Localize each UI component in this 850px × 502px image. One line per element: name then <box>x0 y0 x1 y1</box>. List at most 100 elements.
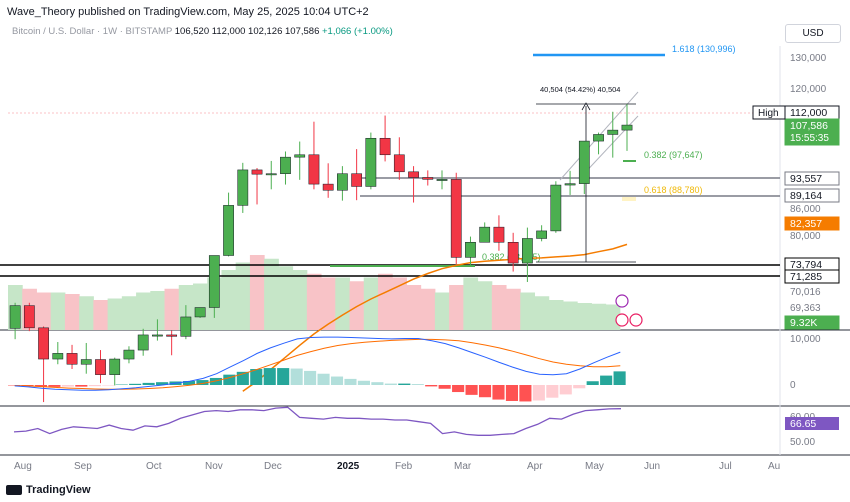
candle <box>337 166 348 201</box>
price-axis-label: 130,000 <box>790 53 827 64</box>
candle-body <box>152 334 163 337</box>
volume-bar <box>192 283 208 330</box>
high-value: 112,000 <box>211 26 246 37</box>
price-axis-label: 80,000 <box>790 231 821 242</box>
time-axis-label: Aug <box>14 461 32 472</box>
volume-bar <box>79 296 94 330</box>
price-axis-label: 69,363 <box>790 303 821 314</box>
candle <box>351 149 363 201</box>
candle-body <box>593 134 604 142</box>
time-axis-label: 2025 <box>337 461 360 472</box>
macd-histogram-bar <box>34 385 48 387</box>
volume-bar <box>420 288 436 330</box>
time-axis-label: Jul <box>719 461 732 472</box>
price-label-value: 89,164 <box>790 190 822 202</box>
candle <box>223 192 234 257</box>
macd-histogram-bar <box>75 385 88 387</box>
volume-bar <box>107 298 123 330</box>
candle <box>95 350 106 384</box>
macd-histogram-bar <box>519 385 532 402</box>
macd-line <box>14 336 621 391</box>
tradingview-logo-icon <box>6 485 22 495</box>
price-axis-label: 86,000 <box>790 204 821 215</box>
candle <box>9 302 21 340</box>
fib-label: 0.382 (97,647) <box>644 150 703 160</box>
candle-body <box>507 242 519 264</box>
volume-bar <box>377 273 393 330</box>
candle <box>550 181 562 233</box>
candle <box>80 342 92 374</box>
candle-body <box>123 349 135 360</box>
candle <box>450 172 462 265</box>
candle <box>23 302 35 332</box>
volume-bar <box>278 266 294 330</box>
symbol-legend: Bitcoin / U.S. Dollar · 1W · BITSTAMP 10… <box>12 26 393 37</box>
fib-label: 1.618 (130,996) <box>672 44 736 54</box>
volume-bar <box>249 255 265 330</box>
macd-histogram-bar <box>182 381 196 385</box>
volume-bar <box>93 300 109 330</box>
candle <box>621 104 633 151</box>
macd-histogram-bar <box>223 374 236 385</box>
macd-histogram-bar <box>546 385 559 398</box>
macd-histogram-bar <box>398 383 411 385</box>
time-axis-label: Mar <box>454 461 472 472</box>
time-axis-label: Apr <box>527 461 543 472</box>
macd-histogram-bar <box>357 380 370 385</box>
fib-zone <box>622 197 636 201</box>
macd-histogram-bar <box>88 385 101 387</box>
price-label-box <box>784 188 840 203</box>
candle-body <box>493 226 505 243</box>
close-value: 107,586 <box>285 26 320 37</box>
candle <box>294 141 306 180</box>
volume-bar <box>463 277 479 330</box>
rsi-value-box <box>785 417 839 430</box>
candle-body <box>550 184 562 232</box>
volume-bar <box>306 273 322 330</box>
macd-histogram-bar <box>452 385 465 393</box>
macd-histogram-bar <box>196 380 209 385</box>
candle <box>422 170 434 186</box>
candle <box>66 344 78 369</box>
earnings-icon <box>629 313 643 327</box>
volume-bar <box>449 285 464 330</box>
macd-histogram-bar <box>317 373 330 385</box>
measure-arrow <box>581 102 591 111</box>
candle-body <box>422 177 434 180</box>
macd-axis-label: 10,000 <box>790 334 821 345</box>
volume-bar <box>136 292 151 330</box>
rsi-line <box>13 406 622 436</box>
candle <box>180 305 192 340</box>
candle <box>208 255 220 318</box>
symbol-name: Bitcoin / U.S. Dollar · 1W · BITSTAMP <box>12 26 173 37</box>
macd-histogram-bar <box>532 385 545 401</box>
macd-histogram-bar <box>209 377 222 385</box>
fib-label: 0.618 (88,780) <box>644 185 703 195</box>
macd-histogram-bar <box>290 368 303 385</box>
time-axis-label: Feb <box>395 461 413 472</box>
candle <box>493 215 505 251</box>
volume-bar <box>392 277 407 330</box>
high-tag-label: High <box>758 108 779 119</box>
event-icon <box>615 294 629 308</box>
macd-histogram-bar <box>505 385 519 401</box>
currency-button[interactable]: USD <box>785 24 841 43</box>
price-label-value: 107,586 <box>790 120 828 132</box>
candle-body <box>251 169 263 175</box>
candle <box>465 236 476 265</box>
earnings-icon <box>615 313 629 327</box>
candle-body <box>578 140 590 184</box>
candle <box>507 232 519 272</box>
candle <box>536 225 547 242</box>
candle-body <box>137 334 149 351</box>
low-value: 102,126 <box>248 26 283 37</box>
candle-body <box>95 359 106 375</box>
candle-body <box>522 238 533 264</box>
macd-histogram-bar <box>344 378 357 385</box>
candle <box>479 222 491 243</box>
tradingview-logo: TradingView <box>6 484 91 496</box>
candle <box>607 111 619 158</box>
macd-histogram-bar <box>492 385 505 400</box>
candle-body <box>465 242 476 258</box>
